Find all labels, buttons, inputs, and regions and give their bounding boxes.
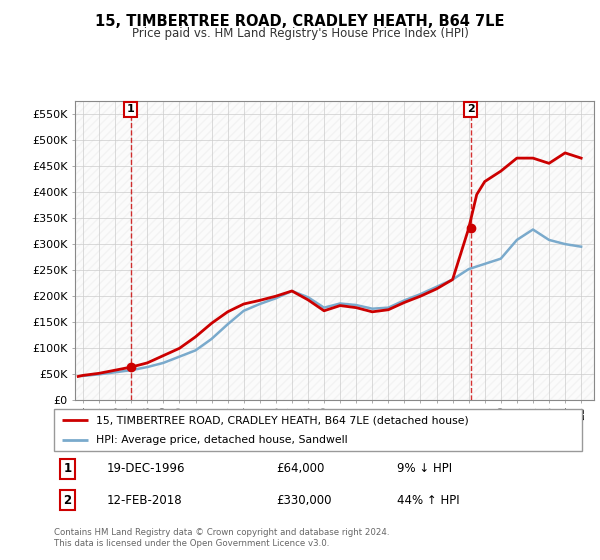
Text: 15, TIMBERTREE ROAD, CRADLEY HEATH, B64 7LE (detached house): 15, TIMBERTREE ROAD, CRADLEY HEATH, B64 … [96, 415, 469, 425]
Text: 1: 1 [127, 104, 134, 114]
Text: Contains HM Land Registry data © Crown copyright and database right 2024.
This d: Contains HM Land Registry data © Crown c… [54, 528, 389, 548]
Text: 15, TIMBERTREE ROAD, CRADLEY HEATH, B64 7LE: 15, TIMBERTREE ROAD, CRADLEY HEATH, B64 … [95, 14, 505, 29]
Text: 12-FEB-2018: 12-FEB-2018 [107, 493, 182, 507]
Text: £64,000: £64,000 [276, 462, 324, 475]
Text: 2: 2 [467, 104, 475, 114]
Text: 1: 1 [64, 462, 71, 475]
FancyBboxPatch shape [54, 409, 582, 451]
Text: HPI: Average price, detached house, Sandwell: HPI: Average price, detached house, Sand… [96, 435, 348, 445]
Text: 44% ↑ HPI: 44% ↑ HPI [397, 493, 460, 507]
Text: 9% ↓ HPI: 9% ↓ HPI [397, 462, 452, 475]
Text: 2: 2 [64, 493, 71, 507]
Text: £330,000: £330,000 [276, 493, 331, 507]
Text: 19-DEC-1996: 19-DEC-1996 [107, 462, 185, 475]
Text: Price paid vs. HM Land Registry's House Price Index (HPI): Price paid vs. HM Land Registry's House … [131, 27, 469, 40]
